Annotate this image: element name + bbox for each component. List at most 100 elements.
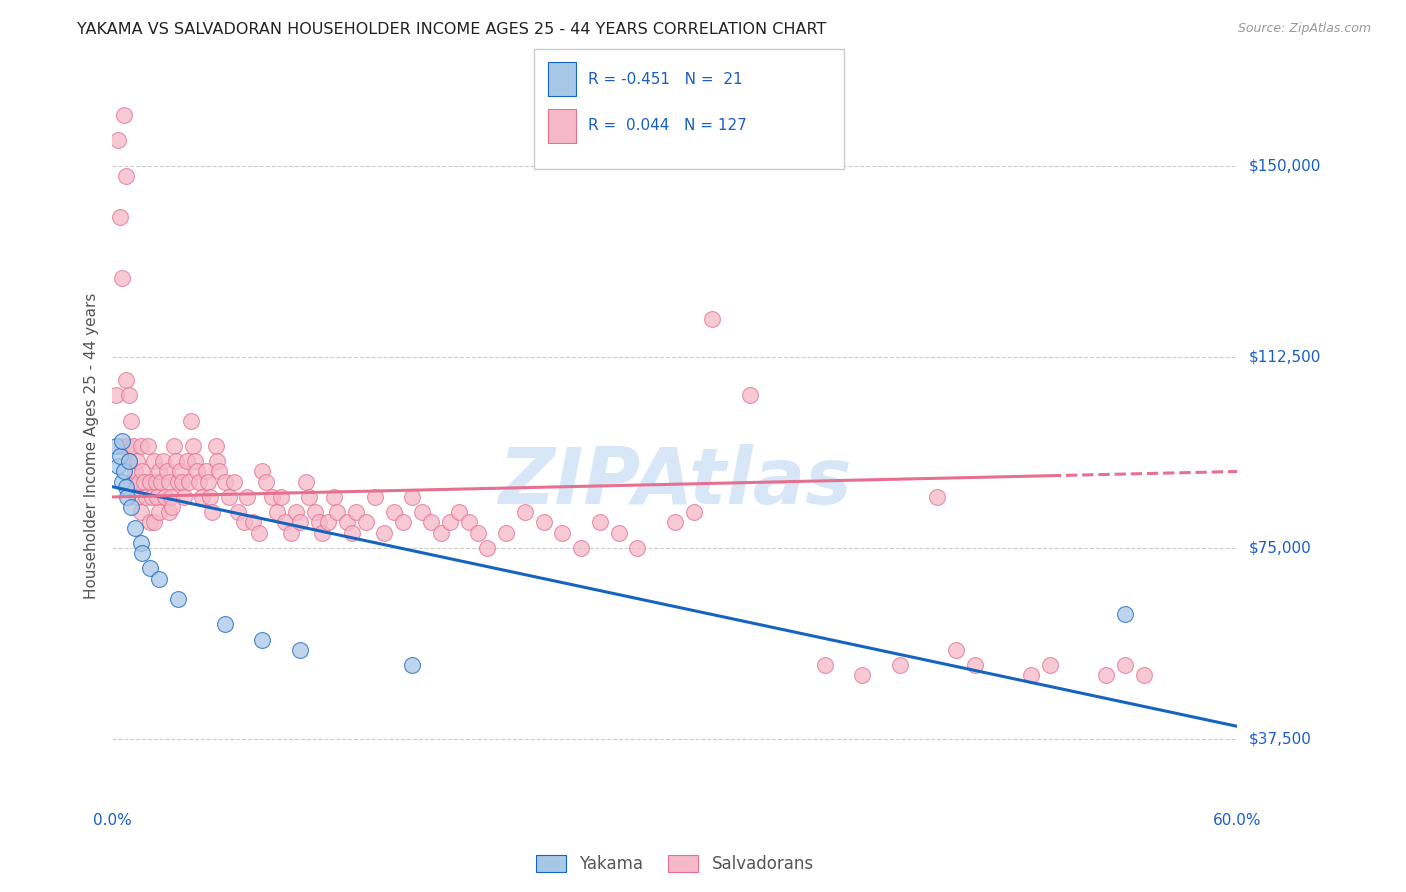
- Point: [112, 465, 135, 479]
- Point: [814, 658, 837, 673]
- Point: [111, 475, 134, 489]
- Point: [382, 505, 405, 519]
- Point: [1039, 658, 1062, 673]
- Point: [114, 373, 136, 387]
- Point: [157, 475, 180, 489]
- Point: [702, 311, 724, 326]
- Point: [274, 516, 297, 530]
- Point: [308, 516, 330, 530]
- Point: [963, 658, 986, 673]
- Point: [294, 475, 316, 489]
- Point: [176, 454, 198, 468]
- Point: [186, 465, 208, 479]
- Point: [664, 516, 686, 530]
- Point: [107, 459, 129, 474]
- Point: [181, 439, 204, 453]
- Point: [449, 505, 471, 519]
- Point: [162, 500, 184, 515]
- Point: [533, 516, 555, 530]
- Point: [242, 516, 264, 530]
- Point: [111, 270, 134, 285]
- Point: [129, 439, 152, 453]
- Point: [131, 546, 153, 560]
- Point: [118, 388, 141, 402]
- Point: [316, 516, 339, 530]
- Point: [224, 475, 246, 489]
- Point: [114, 480, 136, 494]
- Point: [135, 490, 157, 504]
- Point: [551, 525, 574, 540]
- Point: [129, 505, 152, 519]
- Point: [120, 500, 142, 515]
- Point: [148, 505, 170, 519]
- Point: [344, 505, 367, 519]
- Point: [105, 439, 128, 453]
- Point: [1114, 658, 1136, 673]
- Point: [429, 525, 451, 540]
- Point: [120, 413, 142, 427]
- Point: [111, 434, 134, 448]
- Point: [167, 591, 190, 606]
- Point: [120, 475, 142, 489]
- Point: [208, 465, 231, 479]
- Point: [467, 525, 489, 540]
- Point: [607, 525, 630, 540]
- Point: [117, 439, 139, 453]
- Point: [153, 490, 176, 504]
- Text: $37,500: $37,500: [1249, 731, 1312, 747]
- Point: [392, 516, 415, 530]
- Point: [141, 490, 163, 504]
- Point: [131, 465, 153, 479]
- Point: [945, 643, 967, 657]
- Point: [148, 572, 170, 586]
- Point: [124, 520, 146, 534]
- Point: [927, 490, 949, 504]
- Point: [146, 490, 169, 504]
- Point: [342, 525, 364, 540]
- Point: [169, 465, 191, 479]
- Point: [118, 454, 141, 468]
- Point: [589, 516, 612, 530]
- Point: [112, 108, 135, 122]
- Point: [128, 475, 150, 489]
- Point: [513, 505, 536, 519]
- Text: YAKAMA VS SALVADORAN HOUSEHOLDER INCOME AGES 25 - 44 YEARS CORRELATION CHART: YAKAMA VS SALVADORAN HOUSEHOLDER INCOME …: [77, 22, 827, 37]
- Point: [197, 475, 219, 489]
- Point: [1095, 668, 1118, 682]
- Point: [180, 413, 202, 427]
- Point: [195, 465, 218, 479]
- Point: [156, 465, 179, 479]
- Point: [401, 490, 423, 504]
- Point: [495, 525, 517, 540]
- Point: [139, 475, 162, 489]
- Point: [105, 388, 128, 402]
- Point: [569, 541, 592, 555]
- Point: [477, 541, 499, 555]
- Point: [173, 490, 195, 504]
- Point: [232, 516, 254, 530]
- Point: [322, 490, 344, 504]
- Point: [139, 561, 162, 575]
- Point: [439, 516, 461, 530]
- Text: R =  0.044   N = 127: R = 0.044 N = 127: [588, 119, 747, 134]
- Point: [336, 516, 359, 530]
- Y-axis label: Householder Income Ages 25 - 44 years: Householder Income Ages 25 - 44 years: [83, 293, 98, 599]
- Point: [420, 516, 443, 530]
- Point: [170, 475, 193, 489]
- Point: [152, 454, 174, 468]
- Point: [889, 658, 911, 673]
- Point: [254, 475, 277, 489]
- Point: [139, 516, 162, 530]
- Point: [129, 536, 152, 550]
- Point: [288, 643, 311, 657]
- Point: [354, 516, 377, 530]
- Point: [298, 490, 321, 504]
- Point: [214, 475, 236, 489]
- Point: [247, 525, 270, 540]
- Point: [626, 541, 648, 555]
- Point: [148, 465, 170, 479]
- Point: [184, 454, 207, 468]
- Point: [150, 475, 173, 489]
- Point: [218, 490, 240, 504]
- Text: ZIPAtlas: ZIPAtlas: [498, 443, 852, 520]
